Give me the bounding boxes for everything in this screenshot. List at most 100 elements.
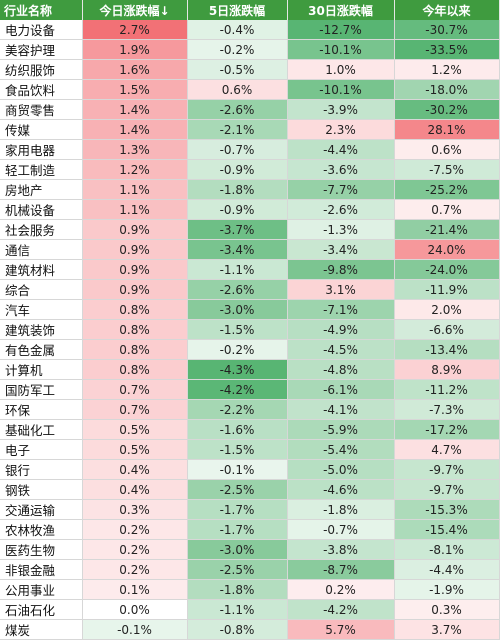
table-body: 电力设备 2.7% -0.4% -12.7% -30.7% 美容护理 1.9% -0.2% -1… xyxy=(0,20,500,640)
today-change-cell: 0.3% xyxy=(82,499,188,521)
30day-change-cell: -3.9% xyxy=(287,99,395,121)
ytd-change-cell: 2.0% xyxy=(394,299,500,321)
table-row[interactable]: 石油石化 0.0% -1.1% -4.2% 0.3% xyxy=(0,599,500,621)
5day-change-cell: -1.5% xyxy=(187,439,288,461)
ytd-change-cell: -30.2% xyxy=(394,99,500,121)
ytd-change-cell: -7.5% xyxy=(394,159,500,181)
30day-change-cell: -10.1% xyxy=(287,39,395,61)
industry-name-cell: 轻工制造 xyxy=(0,159,83,181)
industry-name-cell: 食品饮料 xyxy=(0,79,83,101)
table-row[interactable]: 纺织服饰 1.6% -0.5% 1.0% 1.2% xyxy=(0,59,500,81)
ytd-change-cell: -6.6% xyxy=(394,319,500,341)
table-row[interactable]: 机械设备 1.1% -0.9% -2.6% 0.7% xyxy=(0,199,500,221)
ytd-change-cell: -18.0% xyxy=(394,79,500,101)
today-change-cell: 0.4% xyxy=(82,459,188,481)
5day-change-cell: -1.5% xyxy=(187,319,288,341)
industry-name-cell: 有色金属 xyxy=(0,339,83,361)
today-change-cell: 0.1% xyxy=(82,579,188,601)
table-row[interactable]: 计算机 0.8% -4.3% -4.8% 8.9% xyxy=(0,359,500,381)
today-change-cell: 0.8% xyxy=(82,359,188,381)
today-change-cell: 1.3% xyxy=(82,139,188,161)
industry-name-cell: 银行 xyxy=(0,459,83,481)
table-row[interactable]: 钢铁 0.4% -2.5% -4.6% -9.7% xyxy=(0,479,500,501)
5day-change-cell: -0.1% xyxy=(187,459,288,481)
column-header-5day-change[interactable]: 5日涨跌幅 xyxy=(187,0,288,20)
table-row[interactable]: 电力设备 2.7% -0.4% -12.7% -30.7% xyxy=(0,20,500,41)
column-header-30day-change[interactable]: 30日涨跌幅 xyxy=(287,0,395,20)
table-row[interactable]: 建筑装饰 0.8% -1.5% -4.9% -6.6% xyxy=(0,319,500,341)
table-row[interactable]: 轻工制造 1.2% -0.9% -3.6% -7.5% xyxy=(0,159,500,181)
table-row[interactable]: 环保 0.7% -2.2% -4.1% -7.3% xyxy=(0,399,500,421)
ytd-change-cell: -30.7% xyxy=(394,20,500,41)
table-row[interactable]: 房地产 1.1% -1.8% -7.7% -25.2% xyxy=(0,179,500,201)
30day-change-cell: -4.4% xyxy=(287,139,395,161)
industry-name-cell: 电力设备 xyxy=(0,20,83,41)
table-row[interactable]: 建筑材料 0.9% -1.1% -9.8% -24.0% xyxy=(0,259,500,281)
5day-change-cell: -2.2% xyxy=(187,399,288,421)
table-row[interactable]: 医药生物 0.2% -3.0% -3.8% -8.1% xyxy=(0,539,500,561)
ytd-change-cell: 8.9% xyxy=(394,359,500,381)
30day-change-cell: -5.9% xyxy=(287,419,395,441)
table-row[interactable]: 电子 0.5% -1.5% -5.4% 4.7% xyxy=(0,439,500,461)
table-row[interactable]: 食品饮料 1.5% 0.6% -10.1% -18.0% xyxy=(0,79,500,101)
table-row[interactable]: 家用电器 1.3% -0.7% -4.4% 0.6% xyxy=(0,139,500,161)
30day-change-cell: -3.4% xyxy=(287,239,395,261)
table-row[interactable]: 传媒 1.4% -2.1% 2.3% 28.1% xyxy=(0,119,500,141)
5day-change-cell: -1.8% xyxy=(187,179,288,201)
5day-change-cell: -0.9% xyxy=(187,199,288,221)
table-row[interactable]: 农林牧渔 0.2% -1.7% -0.7% -15.4% xyxy=(0,519,500,541)
table-row[interactable]: 银行 0.4% -0.1% -5.0% -9.7% xyxy=(0,459,500,481)
30day-change-cell: -3.6% xyxy=(287,159,395,181)
industry-name-cell: 建筑材料 xyxy=(0,259,83,281)
30day-change-cell: -7.7% xyxy=(287,179,395,201)
today-change-cell: 0.5% xyxy=(82,439,188,461)
5day-change-cell: -1.8% xyxy=(187,579,288,601)
30day-change-cell: -5.0% xyxy=(287,459,395,481)
5day-change-cell: -4.3% xyxy=(187,359,288,381)
today-change-cell: 1.6% xyxy=(82,59,188,81)
30day-change-cell: -5.4% xyxy=(287,439,395,461)
industry-name-cell: 交通运输 xyxy=(0,499,83,521)
5day-change-cell: -4.2% xyxy=(187,379,288,401)
industry-name-cell: 环保 xyxy=(0,399,83,421)
today-change-cell: 0.7% xyxy=(82,399,188,421)
table-row[interactable]: 社会服务 0.9% -3.7% -1.3% -21.4% xyxy=(0,219,500,241)
today-change-cell: 1.5% xyxy=(82,79,188,101)
today-change-cell: 0.2% xyxy=(82,559,188,581)
column-header-industry[interactable]: 行业名称 xyxy=(0,0,83,20)
table-row[interactable]: 通信 0.9% -3.4% -3.4% 24.0% xyxy=(0,239,500,261)
30day-change-cell: -4.5% xyxy=(287,339,395,361)
5day-change-cell: -0.9% xyxy=(187,159,288,181)
30day-change-cell: -8.7% xyxy=(287,559,395,581)
table-row[interactable]: 美容护理 1.9% -0.2% -10.1% -33.5% xyxy=(0,39,500,61)
today-change-cell: 0.8% xyxy=(82,339,188,361)
industry-name-cell: 公用事业 xyxy=(0,579,83,601)
table-row[interactable]: 非银金融 0.2% -2.5% -8.7% -4.4% xyxy=(0,559,500,581)
table-row[interactable]: 公用事业 0.1% -1.8% 0.2% -1.9% xyxy=(0,579,500,601)
ytd-change-cell: -21.4% xyxy=(394,219,500,241)
5day-change-cell: -3.0% xyxy=(187,539,288,561)
table-row[interactable]: 综合 0.9% -2.6% 3.1% -11.9% xyxy=(0,279,500,301)
table-row[interactable]: 基础化工 0.5% -1.6% -5.9% -17.2% xyxy=(0,419,500,441)
column-header-today-change[interactable]: 今日涨跌幅↓ xyxy=(82,0,188,20)
table-row[interactable]: 商贸零售 1.4% -2.6% -3.9% -30.2% xyxy=(0,99,500,121)
today-change-cell: 1.4% xyxy=(82,119,188,141)
table-row[interactable]: 国防军工 0.7% -4.2% -6.1% -11.2% xyxy=(0,379,500,401)
table-row[interactable]: 交通运输 0.3% -1.7% -1.8% -15.3% xyxy=(0,499,500,521)
30day-change-cell: -7.1% xyxy=(287,299,395,321)
industry-name-cell: 传媒 xyxy=(0,119,83,141)
30day-change-cell: -9.8% xyxy=(287,259,395,281)
ytd-change-cell: -15.3% xyxy=(394,499,500,521)
30day-change-cell: 0.2% xyxy=(287,579,395,601)
table-row[interactable]: 汽车 0.8% -3.0% -7.1% 2.0% xyxy=(0,299,500,321)
industry-name-cell: 家用电器 xyxy=(0,139,83,161)
today-change-cell: 1.2% xyxy=(82,159,188,181)
table-row[interactable]: 有色金属 0.8% -0.2% -4.5% -13.4% xyxy=(0,339,500,361)
5day-change-cell: -3.7% xyxy=(187,219,288,241)
column-header-ytd-change[interactable]: 今年以来 xyxy=(394,0,500,20)
today-change-cell: 1.4% xyxy=(82,99,188,121)
30day-change-cell: -2.6% xyxy=(287,199,395,221)
industry-name-cell: 通信 xyxy=(0,239,83,261)
industry-name-cell: 综合 xyxy=(0,279,83,301)
